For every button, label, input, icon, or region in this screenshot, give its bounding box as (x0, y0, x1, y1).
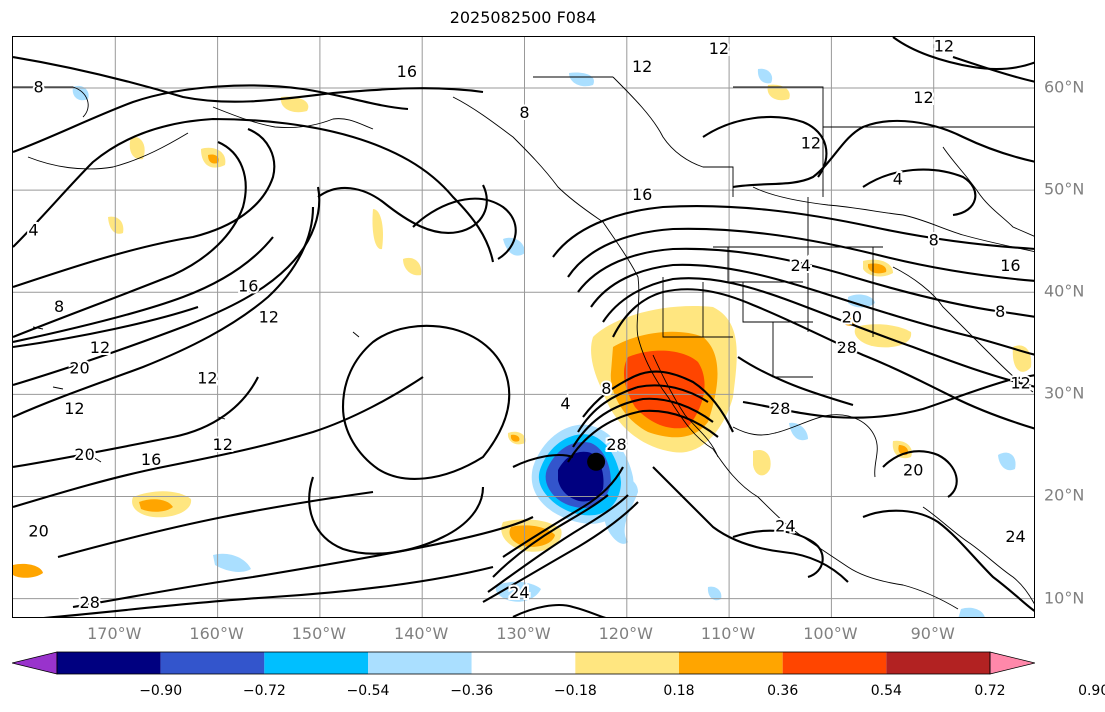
contour-label: 8 (33, 78, 43, 97)
colorbar-outline (56, 651, 991, 675)
colorbar-tick-label: 0.36 (767, 683, 799, 699)
colorbar-tick-label: −0.18 (553, 683, 597, 699)
longitude-tick-label: 100°W (803, 624, 858, 643)
contour-label: 12 (90, 338, 110, 357)
colorbar-low-extend (12, 651, 58, 675)
contour-label: 12 (913, 88, 933, 107)
contour-label: 12 (632, 57, 652, 76)
colorbar-segment (679, 652, 783, 674)
storm-center-marker (587, 452, 606, 471)
contour-label: 28 (606, 435, 626, 454)
contour-label: 28 (770, 399, 790, 418)
contour-label: 24 (509, 583, 529, 602)
colorbar-tick-label: 0.90 (1078, 683, 1105, 699)
contour-label: 28 (837, 338, 857, 357)
map-panel[interactable]: 12 12 12 12 12 16 8 8 8 8 8 4 4 16 24 16 20 28 16 12 12 12 20 1… (12, 36, 1035, 618)
longitude-tick-label: 140°W (394, 624, 449, 643)
latitude-tick-label: 40°N (1044, 281, 1085, 301)
contour-label: 8 (519, 103, 529, 122)
colorbar (12, 651, 1035, 675)
longitude-tick-label: 130°W (496, 624, 551, 643)
colorbar-tick-label: −0.54 (346, 683, 390, 699)
contour-label: 20 (903, 460, 923, 479)
longitude-tick-label: 110°W (700, 624, 756, 643)
colorbar-high-extend (989, 651, 1035, 675)
contour-label: 12 (197, 369, 217, 388)
contour-label: 16 (1000, 256, 1020, 275)
contour-label: 8 (601, 379, 611, 398)
contour-label: 8 (54, 297, 64, 316)
colorbar-segment (471, 652, 576, 674)
positive-shading (13, 84, 1032, 578)
colorbar-tick-label: 0.18 (663, 683, 695, 699)
contour-label: 8 (929, 231, 939, 250)
contour-label: 24 (775, 517, 795, 536)
colorbar-segment (368, 652, 472, 674)
contour-label: 4 (560, 394, 570, 413)
colorbar-tick-label: −0.36 (450, 683, 494, 699)
latitude-tick-label: 20°N (1044, 485, 1085, 505)
colorbar-segment (160, 652, 265, 674)
contour-label: 12 (213, 435, 233, 454)
colorbar-segment (575, 652, 679, 674)
colorbar-tick-label: 0.54 (870, 683, 902, 699)
contour-label: 12 (709, 39, 729, 58)
contour-label: 28 (80, 593, 100, 612)
contour-label: 12 (934, 37, 954, 56)
contour-label: 12 (801, 134, 821, 153)
longitude-tick-label: 120°W (598, 624, 653, 643)
contour-label: 20 (69, 358, 89, 377)
colorbar-segment (264, 652, 368, 674)
contour-label: 12 (64, 399, 84, 418)
colorbar-segment (57, 652, 161, 674)
contour-label: 16 (632, 185, 652, 204)
contour-label: 16 (141, 450, 161, 469)
contour-label: 24 (791, 256, 811, 275)
colorbar-segment (782, 652, 887, 674)
contour-label: 12 (259, 307, 279, 326)
contour-label: 20 (28, 522, 48, 541)
longitude-tick-label: 170°W (87, 624, 142, 643)
contour-label: 16 (397, 62, 417, 81)
contour-label: 16 (238, 277, 258, 296)
longitude-tick-label: 90°W (910, 624, 955, 643)
graticule (13, 37, 1034, 617)
latitude-tick-label: 30°N (1044, 383, 1085, 403)
longitude-tick-label: 160°W (189, 624, 244, 643)
chart-title: 2025082500 F084 (449, 8, 597, 27)
colorbar-segment (886, 652, 990, 674)
contour-label: 20 (74, 445, 94, 464)
contour-label: 4 (893, 169, 903, 188)
contour-label: 12 (1010, 374, 1030, 393)
colorbar-tick-label: −0.72 (242, 683, 286, 699)
longitude-tick-label: 150°W (291, 624, 347, 643)
colorbar-tick-label: −0.90 (139, 683, 183, 699)
contour-label: 24 (1005, 527, 1025, 546)
contour-label: 8 (995, 302, 1005, 321)
contours (13, 37, 1034, 617)
contour-label: 20 (842, 307, 862, 326)
latitude-tick-label: 10°N (1044, 588, 1085, 608)
contour-label: 4 (28, 221, 38, 240)
colorbar-tick-label: 0.72 (974, 683, 1006, 699)
latitude-tick-label: 50°N (1044, 179, 1085, 199)
latitude-tick-label: 60°N (1044, 77, 1085, 97)
